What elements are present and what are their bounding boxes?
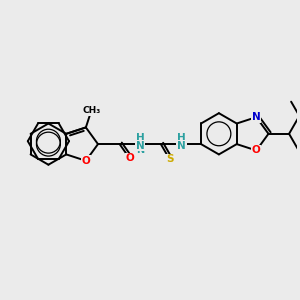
Text: N: N [136,141,145,151]
Text: N: N [177,141,186,151]
Text: H: H [136,133,145,142]
Text: H: H [177,133,186,142]
Text: N: N [252,112,261,122]
Text: S: S [166,154,173,164]
Text: O: O [125,154,134,164]
Text: O: O [82,156,90,166]
Text: O: O [252,146,261,155]
Text: H
N: H N [136,133,144,155]
Text: CH₃: CH₃ [82,106,100,115]
